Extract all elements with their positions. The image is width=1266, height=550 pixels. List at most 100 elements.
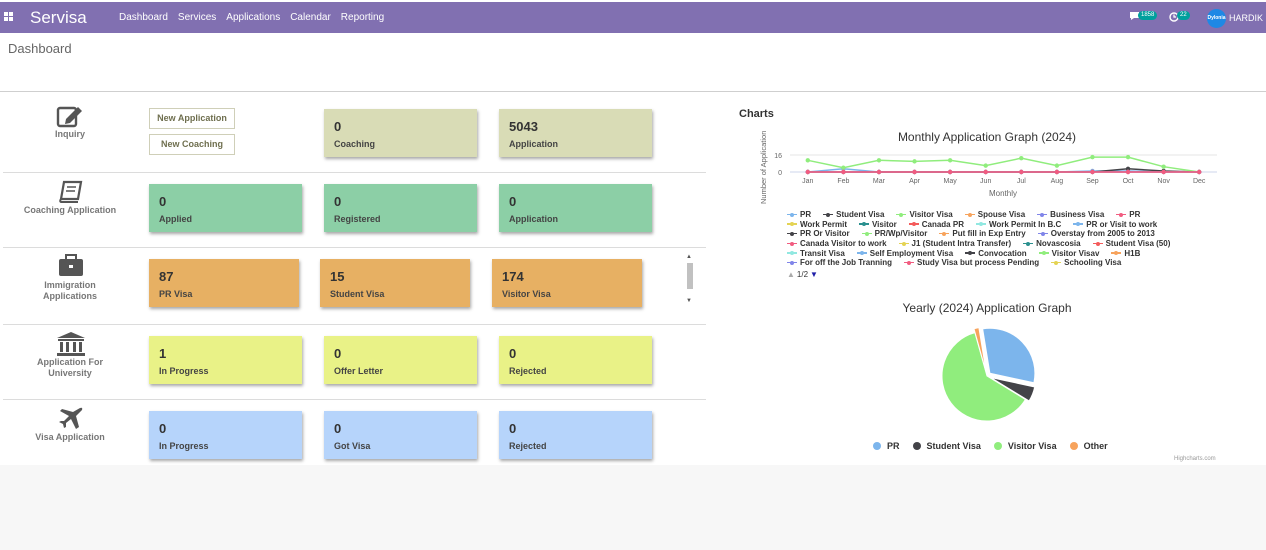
card-value: 15 <box>330 269 345 284</box>
menu-item-dashboard[interactable]: Dashboard <box>119 12 168 23</box>
legend-label: Work Permit In B.C <box>988 219 1062 229</box>
pie-legend-item[interactable]: Visitor Visa <box>993 441 1057 451</box>
card-value: 0 <box>334 346 342 361</box>
legend-item[interactable]: PR Or Visitor <box>787 229 850 238</box>
legend-item[interactable]: Canada PR <box>908 220 964 229</box>
legend-item[interactable]: PR <box>787 210 811 219</box>
legend-item[interactable]: PR/Wp/Visitor <box>861 229 927 238</box>
section-label-line: Application For <box>37 357 103 367</box>
chat-icon[interactable] <box>1129 11 1140 21</box>
application-card[interactable]: 5043 Application <box>499 109 652 157</box>
section-label-inquiry: Inquiry <box>54 129 85 139</box>
legend-item[interactable]: Visitor Visav <box>1038 248 1100 258</box>
legend-item[interactable]: PR <box>1116 210 1140 219</box>
user-avatar[interactable]: Dylonia <box>1207 9 1226 28</box>
legend-marker-icon <box>975 221 986 227</box>
pie-legend-item[interactable]: Student Visa <box>912 441 981 451</box>
scrollbar-thumb[interactable] <box>687 263 693 289</box>
legend-label: Visitor Visav <box>1051 248 1100 258</box>
line-point <box>1197 169 1202 175</box>
legend-item[interactable]: Spouse Visa <box>964 210 1025 219</box>
pie-legend-dot-icon <box>873 442 881 450</box>
highcharts-credits[interactable]: Highcharts.com <box>1174 456 1216 462</box>
legend-item[interactable]: J1 (Student Intra Transfer) <box>898 239 1011 248</box>
line-point <box>876 158 882 163</box>
brand-name[interactable]: Servisa <box>30 8 87 27</box>
apps-menu-icon[interactable] <box>4 12 13 21</box>
page-title: Dashboard <box>8 41 72 56</box>
card-label: Coaching <box>334 139 376 149</box>
legend-item[interactable]: Self Employment Visa <box>856 249 953 258</box>
legend-marker-icon <box>787 221 797 227</box>
visitor-visa-card[interactable]: 174 Visitor Visa <box>492 259 642 307</box>
legend-row: Canada Visitor to work J1 (Student Intra … <box>787 239 1207 249</box>
visa-rejected-card[interactable]: 0 Rejected <box>499 411 652 459</box>
user-name[interactable]: HARDIK <box>1229 13 1264 23</box>
scroll-down-arrow-icon[interactable]: ▼ <box>686 298 692 304</box>
legend-item[interactable]: Visitor Visa <box>896 210 953 220</box>
legend-item[interactable]: Visitor <box>858 219 897 229</box>
legend-item[interactable]: Transit Visa <box>787 249 845 258</box>
legend-item[interactable]: Student Visa <box>823 210 884 219</box>
legend-item[interactable]: Work Permit <box>787 220 847 229</box>
legend-label: Visitor <box>871 219 897 229</box>
line-point <box>912 169 917 175</box>
legend-item[interactable]: PR or Visit to work <box>1073 220 1157 229</box>
yearly-pie-chart: Yearly (2024) Application Graph <box>903 301 1072 422</box>
legend-item[interactable]: Canada Visitor to work <box>787 239 887 248</box>
pie-chart-title: Yearly (2024) Application Graph <box>903 301 1072 315</box>
pie-legend-item[interactable]: Other <box>1069 441 1108 451</box>
line-point <box>1054 163 1060 168</box>
legend-label: For off the Job Tranning <box>800 258 892 268</box>
offer-letter-card[interactable]: 0 Offer Letter <box>324 336 477 384</box>
legend-marker-icon <box>787 250 797 256</box>
legend-item[interactable]: Business Visa <box>1037 210 1104 219</box>
pr-visa-card[interactable]: 87 PR Visa <box>149 259 299 307</box>
legend-label: Visitor Visa <box>909 210 953 220</box>
legend-row: PR Or Visitor PR/Wp/Visitor Put fill in Ex… <box>787 229 1207 239</box>
applied-card[interactable]: 0 Applied <box>149 184 302 232</box>
in-progress-card[interactable]: 1 In Progress <box>149 336 302 384</box>
line-chart-x-tick-label: Mar <box>873 178 886 185</box>
new-coaching-button[interactable]: New Coaching <box>149 134 235 155</box>
row-scrollbar[interactable]: ▲ ▼ <box>685 254 694 306</box>
legend-item[interactable]: Convocation <box>965 248 1027 258</box>
legend-item[interactable]: Overstay from 2005 to 2013 <box>1037 229 1155 239</box>
legend-label: Convocation <box>978 248 1027 258</box>
visa-in-progress-card[interactable]: 0 In Progress <box>149 411 302 459</box>
coaching-card[interactable]: 0 Coaching <box>324 109 477 157</box>
legend-item[interactable]: Student Visa (50) <box>1092 239 1170 248</box>
menu-item-applications[interactable]: Applications <box>226 12 281 23</box>
scroll-up-arrow-icon[interactable]: ▲ <box>686 254 692 260</box>
card-label: Rejected <box>509 441 547 451</box>
legend-item[interactable]: For off the Job Tranning <box>787 258 892 267</box>
student-visa-card[interactable]: 15 Student Visa <box>320 259 470 307</box>
legend-row: Transit Visa Self Employment Visa Convocat… <box>787 248 1207 258</box>
menu-item-calendar[interactable]: Calendar <box>290 12 331 23</box>
legend-item[interactable]: Put fill in Exp Entry <box>939 229 1026 238</box>
legend-label: Overstay from 2005 to 2013 <box>1050 229 1155 239</box>
legend-item[interactable]: H1B <box>1111 249 1140 258</box>
legend-item[interactable]: Schooling Visa <box>1051 258 1121 267</box>
pie-legend-item[interactable]: PR <box>873 441 900 451</box>
card-label: Application <box>509 139 558 149</box>
legend-marker-icon <box>858 221 869 227</box>
legend-label: Work Permit <box>800 219 847 229</box>
section-label-line: Applications <box>42 291 97 301</box>
rejected-card[interactable]: 0 Rejected <box>499 336 652 384</box>
legend-item[interactable]: Work Permit In B.C <box>975 219 1062 229</box>
legend-item[interactable]: Study Visa but process Pending <box>904 258 1039 267</box>
legend-page-up-icon[interactable]: ▲ <box>787 270 795 279</box>
legend-marker-icon <box>1073 221 1084 227</box>
legend-item[interactable]: Novascosia <box>1023 239 1081 248</box>
got-visa-card[interactable]: 0 Got Visa <box>324 411 477 459</box>
registered-card[interactable]: 0 Registered <box>324 184 477 232</box>
new-application-button[interactable]: New Application <box>149 108 235 129</box>
coaching-application-card[interactable]: 0 Application <box>499 184 652 232</box>
legend-marker-icon <box>964 212 975 218</box>
legend-page-down-icon[interactable]: ▼ <box>810 270 818 279</box>
edit-icon <box>56 106 82 128</box>
card-label: Got Visa <box>334 441 371 451</box>
menu-item-services[interactable]: Services <box>177 12 217 23</box>
menu-item-reporting[interactable]: Reporting <box>340 12 385 23</box>
